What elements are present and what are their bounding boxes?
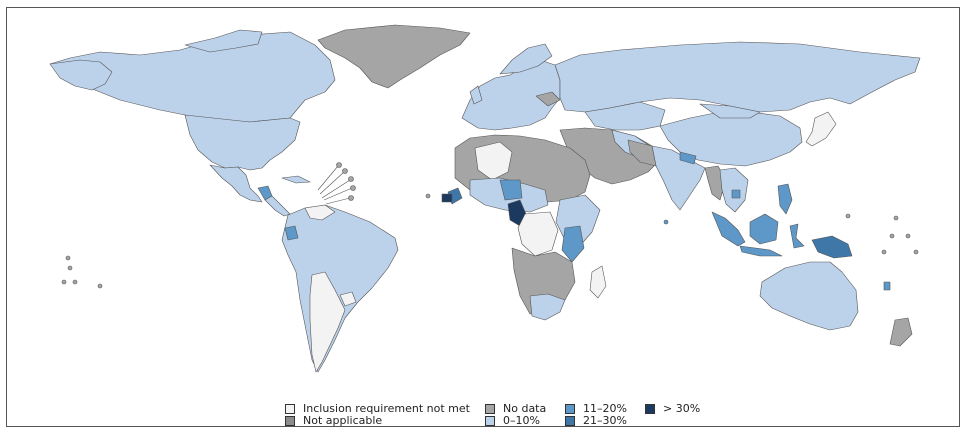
legend-swatch [485,403,495,414]
marker-pacific-5 [72,279,78,285]
legend-swatch [565,403,575,414]
region-central-america-b [264,195,291,217]
marker-pacific-3 [61,279,67,285]
region-ecuador [284,225,299,241]
region-japan [805,111,837,147]
region-philippines [777,183,793,215]
region-papua [811,235,853,259]
callout-caribbean-4 [350,185,356,191]
marker-caribbean-1 [663,219,669,225]
region-south-africa [529,293,566,321]
legend-item-no-data: No data [485,402,546,415]
marker-oceania-2 [893,215,899,221]
marker-atlantic-1 [425,193,431,199]
marker-oceania-3 [889,233,895,239]
callout-caribbean-1 [336,162,342,168]
legend-swatch [645,403,655,414]
marker-oceania-1 [845,213,851,219]
region-cuba [281,175,311,184]
region-uk [469,85,483,105]
region-sulawesi [789,223,805,249]
region-new-zealand [889,317,913,347]
region-south-america [281,204,399,373]
region-cambodia [731,189,741,199]
region-greenland [317,24,471,89]
region-usa [184,114,301,171]
region-algeria [474,141,513,181]
callout-caribbean-2 [342,168,348,174]
region-canada-islands [184,29,263,53]
region-nepal [679,151,697,165]
region-pacific-island [883,281,891,291]
legend-swatch [485,415,495,426]
legend-label: Inclusion requirement not met [303,402,470,415]
legend-item-0-10: 0–10% [485,414,540,427]
marker-oceania-4 [905,233,911,239]
region-mexico [209,164,263,203]
region-pakistan-afghanistan [627,139,657,167]
marker-oceania-6 [913,249,919,255]
region-scandinavia [499,43,553,75]
region-sumatra [711,211,746,247]
region-madagascar [589,265,607,299]
legend-swatch [285,415,295,426]
legend-item-11-20: 11–20% [565,402,627,415]
legend-label: 11–20% [583,402,627,415]
caribbean-callouts [317,165,353,205]
region-canada [49,31,336,123]
marker-pacific-1 [65,255,71,261]
region-kenya [561,225,585,263]
legend-label: Not applicable [303,414,383,427]
region-chile-argentina [309,271,346,373]
region-uruguay [339,291,357,307]
callout-caribbean-5 [348,195,354,201]
legend-label: 21–30% [583,414,627,427]
legend-swatch [285,403,295,414]
region-australia [759,261,859,331]
region-russia [554,41,921,113]
marker-oceania-5 [881,249,887,255]
region-senegal [441,193,453,203]
legend-label: 0–10% [503,414,540,427]
marker-pacific-4 [97,283,103,289]
marker-pacific-2 [67,265,73,271]
region-mongolia [699,103,761,119]
region-venezuela [304,204,336,221]
region-java [739,245,783,257]
legend-item-21-30: 21–30% [565,414,627,427]
legend-item-not-met: Inclusion requirement not met [285,402,470,415]
legend-label: > 30% [663,402,701,415]
region-niger-chad [499,179,523,201]
callout-caribbean-3 [348,176,354,182]
legend-label: No data [503,402,547,415]
region-central-africa [517,211,559,257]
legend-swatch [565,415,575,426]
region-europe-nodata [535,91,561,107]
legend-item-gt-30: > 30% [645,402,700,415]
region-alaska [49,59,113,91]
map-legend: Inclusion requirement not met Not applic… [281,400,721,428]
region-borneo [749,213,779,245]
legend-item-not-applicable: Not applicable [285,414,382,427]
